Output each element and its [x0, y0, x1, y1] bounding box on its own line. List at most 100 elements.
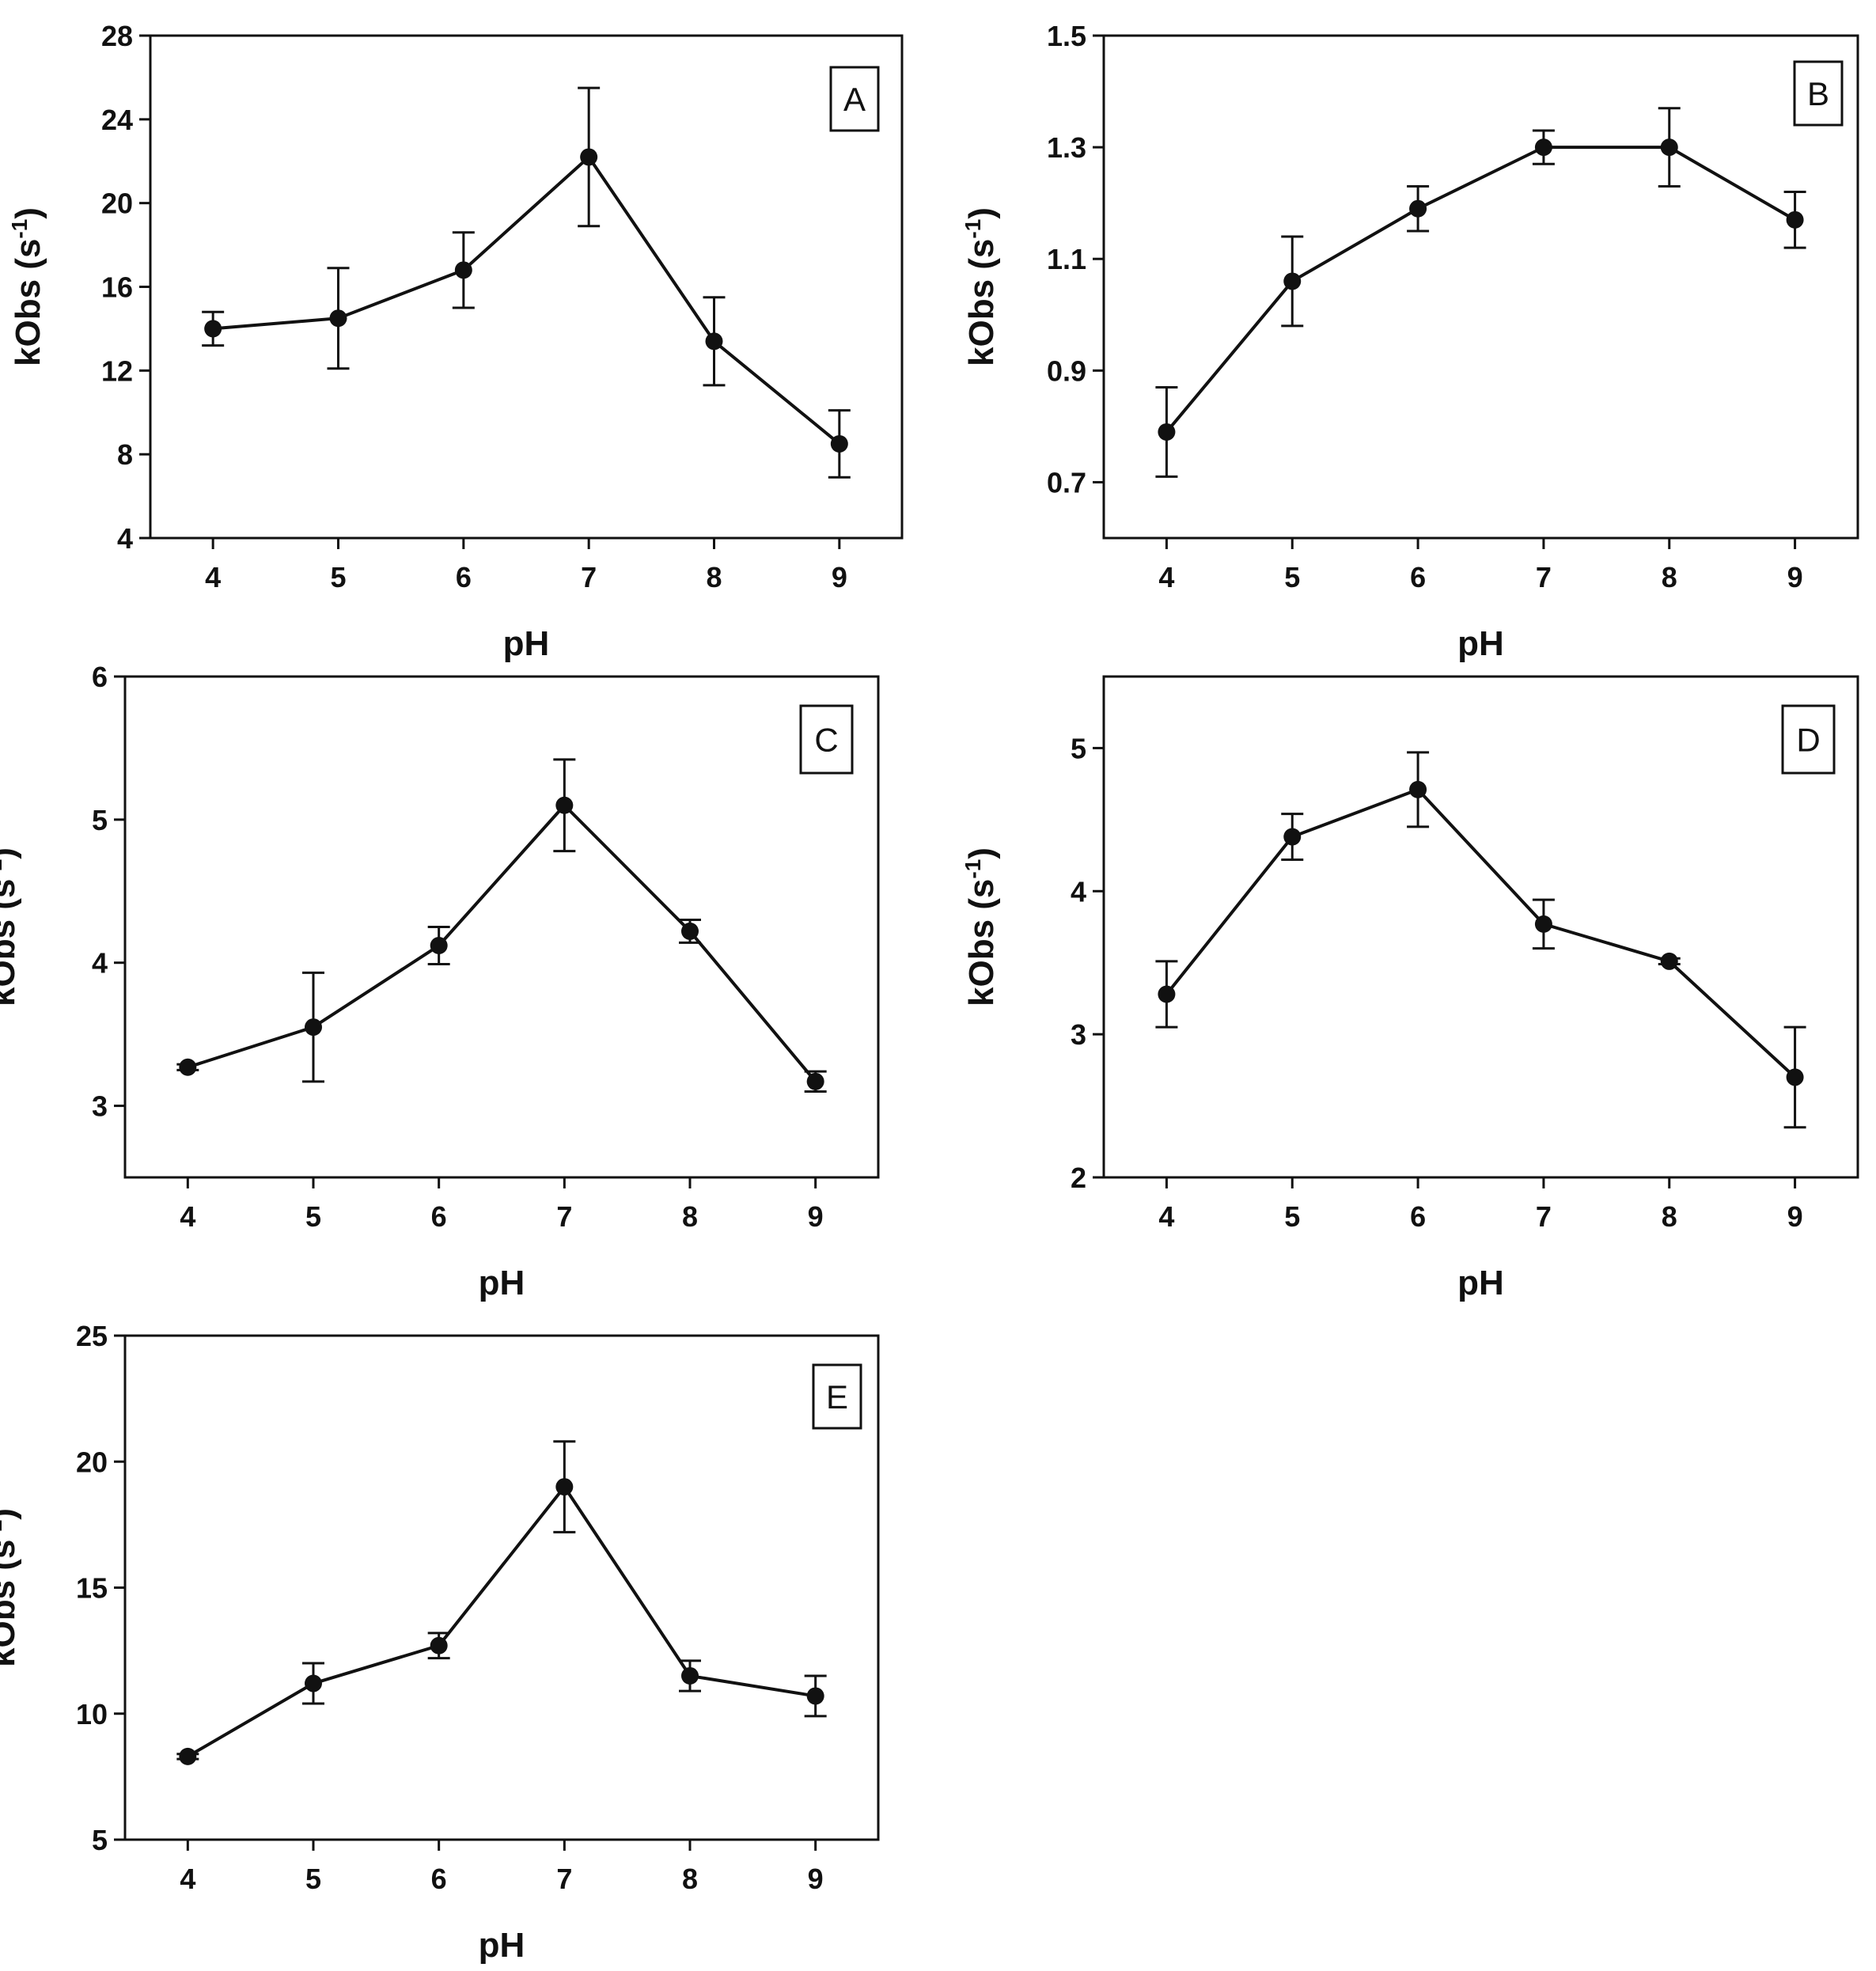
- panel-e-x-tick-label: 4: [180, 1863, 195, 1895]
- panel-c-data-point: [179, 1058, 197, 1076]
- panel-c-label-box: [799, 704, 854, 775]
- panel-a-series-line: [213, 155, 841, 445]
- panel-b-data-point: [1786, 210, 1804, 229]
- panel-e-x-tick-label: 5: [305, 1863, 321, 1895]
- panel-c-x-tick-label: 5: [305, 1200, 321, 1233]
- panel-b-y-tick-label: 1.5: [1047, 20, 1086, 52]
- panel-d-label-box: [1781, 704, 1836, 775]
- panel-e-data-point: [806, 1687, 824, 1705]
- panel-d-data-point: [1283, 828, 1302, 846]
- panel-a-x-tick-label: 7: [581, 561, 597, 593]
- panel-b-y-axis-title: kObs (s-1): [961, 207, 1001, 366]
- panel-b-x-tick-label: 8: [1662, 561, 1677, 593]
- panel-a-label: A: [843, 81, 866, 118]
- panel-b-chart: 0.7 0.9 1.1 1.3 1.5 4 5 6 7 8 9 pH kObs (s-1) B: [961, 20, 1859, 663]
- panel-e-x-axis-title: pH: [479, 1926, 525, 1965]
- panel-a-x-tick-label: 6: [456, 561, 472, 593]
- panel-d-y-tick-label: 5: [1071, 732, 1086, 764]
- panel-a-x-tick-label: 5: [330, 561, 346, 593]
- panel-d-x-tick-label: 5: [1284, 1200, 1300, 1233]
- panel-c-x-tick-label: 6: [431, 1200, 447, 1233]
- panel-d-data-point: [1409, 780, 1427, 798]
- panel-b-series-line: [1165, 146, 1796, 434]
- panel-e-x-tick-label: 9: [808, 1863, 824, 1895]
- panel-e-y-tick-label: 15: [76, 1572, 108, 1605]
- panel-a-plot-frame: [149, 34, 904, 540]
- panel-a-data-point: [580, 148, 598, 166]
- panel-c-series-line: [187, 803, 817, 1083]
- panel-d-y-tick-label: 3: [1071, 1018, 1086, 1051]
- panel-a-y-tick-label: 4: [117, 522, 133, 555]
- panel-b-x-tick-label: 4: [1158, 561, 1174, 593]
- panel-c-data-point: [555, 796, 574, 814]
- panel-d-y-tick-label: 2: [1071, 1162, 1086, 1194]
- panel-a-x-tick-label: 9: [832, 561, 847, 593]
- panel-c-data-point: [430, 937, 448, 955]
- panel-c-label: C: [814, 722, 838, 759]
- panel-b-data-point: [1534, 138, 1552, 157]
- panel-a-data-point: [454, 261, 472, 279]
- panel-c-y-tick-label: 5: [92, 804, 108, 836]
- panel-a-y-axis-title: kObs (s-1): [7, 207, 47, 366]
- panel-b-plot-frame: [1102, 34, 1859, 540]
- panel-d-x-tick-label: 8: [1662, 1200, 1677, 1233]
- panel-a-data-point: [329, 309, 347, 328]
- panel-e-x-tick-label: 7: [556, 1863, 572, 1895]
- panel-d-data-point: [1660, 952, 1678, 970]
- panel-b-y-tick-label: 1.1: [1047, 243, 1086, 275]
- panel-b-x-axis-title: pH: [1457, 624, 1504, 663]
- panel-b-label: B: [1807, 75, 1829, 112]
- panel-e-series-line: [187, 1485, 816, 1758]
- panel-b-data-point: [1660, 138, 1678, 157]
- panel-e-data-point: [305, 1674, 322, 1692]
- panel-e-label: E: [826, 1378, 848, 1416]
- panel-e-chart: 5 10 15 20 25 4 5 6 7 8 9 pH kObs (s-1) E: [0, 1320, 880, 1965]
- panel-e-y-tick-label: 20: [76, 1446, 108, 1478]
- panel-a-data-point: [204, 320, 222, 338]
- panel-a-x-tick-label: 4: [205, 561, 221, 593]
- panel-d-x-tick-label: 6: [1410, 1200, 1426, 1233]
- panel-e-y-axis-title: kObs (s-1): [0, 1508, 22, 1667]
- panel-c-x-axis-title: pH: [479, 1264, 525, 1302]
- panel-c-y-tick-label: 6: [92, 661, 108, 693]
- panel-b-label-box: [1793, 60, 1844, 127]
- panel-c-x-tick-label: 7: [556, 1200, 572, 1233]
- panel-d-x-tick-label: 4: [1158, 1200, 1174, 1233]
- panel-c-plot-frame: [123, 675, 880, 1179]
- panel-b-y-tick-label: 0.9: [1047, 354, 1086, 387]
- panel-e-y-tick-label: 5: [92, 1824, 108, 1856]
- panel-d-data-point: [1786, 1068, 1804, 1086]
- panel-e-x-tick-label: 8: [682, 1863, 698, 1895]
- panel-a-data-point: [705, 332, 723, 351]
- panel-d-x-axis-title: pH: [1457, 1264, 1504, 1302]
- panel-b-y-tick-label: 0.7: [1047, 466, 1086, 498]
- panel-a-y-tick-label: 28: [101, 20, 133, 52]
- panel-d-x-tick-label: 9: [1787, 1200, 1803, 1233]
- panel-b-x-tick-label: 5: [1284, 561, 1300, 593]
- panel-e-plot-frame: [123, 1334, 880, 1841]
- panel-d-plot-frame: [1102, 675, 1859, 1179]
- panel-e-data-point: [430, 1636, 448, 1655]
- panel-d-series-line: [1165, 787, 1796, 1078]
- panel-e-x-tick-label: 6: [431, 1863, 447, 1895]
- panel-d-chart: 2 3 4 5 4 5 6 7 8 9 pH kObs (s-1) D: [961, 675, 1859, 1302]
- panel-c-chart: 3 4 5 6 4 5 6 7 8 9 pH kObs (s-1) C: [0, 661, 880, 1302]
- panel-c-data-point: [305, 1018, 322, 1037]
- panel-d-x-tick-label: 7: [1536, 1200, 1552, 1233]
- panel-d-y-tick-label: 4: [1071, 875, 1086, 908]
- panel-a-x-tick-label: 8: [706, 561, 722, 593]
- panel-e-y-tick-label: 10: [76, 1698, 108, 1730]
- panel-c-x-tick-label: 8: [682, 1200, 698, 1233]
- panel-a-data-point: [830, 434, 848, 453]
- panel-e-y-tick-label: 25: [76, 1320, 108, 1352]
- panel-b-data-point: [1283, 272, 1302, 290]
- panel-d-y-axis-title: kObs (s-1): [961, 847, 1001, 1006]
- panel-c-x-tick-label: 4: [180, 1200, 195, 1233]
- panel-e-data-point: [555, 1478, 574, 1496]
- panel-c-y-tick-label: 3: [92, 1090, 108, 1123]
- panel-c-data-point: [806, 1072, 824, 1090]
- panel-a-y-tick-label: 20: [101, 188, 133, 220]
- panel-d-label: D: [1796, 722, 1820, 759]
- panel-a-label-box: [829, 66, 880, 132]
